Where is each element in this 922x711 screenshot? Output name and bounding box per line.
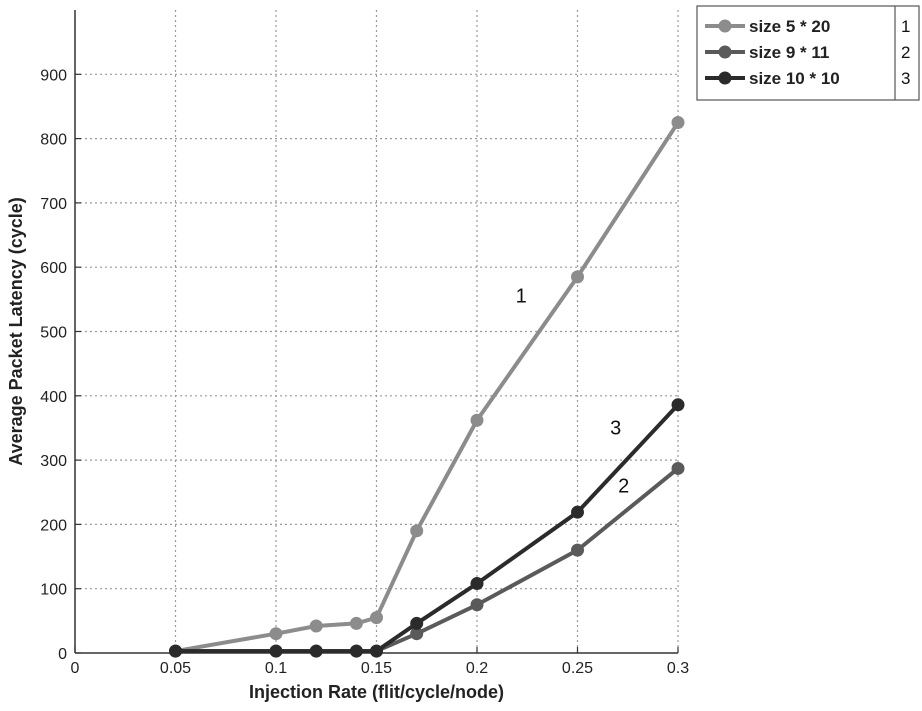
- y-tick-label: 400: [40, 389, 67, 406]
- y-tick-label: 600: [40, 260, 67, 277]
- legend-label: size 9 * 11: [749, 43, 829, 62]
- legend-label: size 5 * 20: [749, 17, 830, 36]
- series-layer: [169, 116, 685, 658]
- x-tick-label: 0.25: [562, 660, 593, 677]
- series-1: [169, 116, 685, 658]
- y-tick-label: 200: [40, 517, 67, 534]
- data-point: [309, 644, 323, 658]
- data-point: [671, 116, 685, 130]
- legend-swatch-marker: [718, 71, 732, 85]
- legend-tag: 3: [901, 69, 910, 88]
- legend-label: size 10 * 10: [749, 69, 840, 88]
- series-2: [169, 461, 685, 658]
- x-tick-label: 0.05: [160, 660, 191, 677]
- y-axis-title: Average Packet Latency (cycle): [6, 197, 26, 465]
- y-tick-label: 900: [40, 67, 67, 84]
- legend-swatch-marker: [718, 45, 732, 59]
- data-point: [410, 616, 424, 630]
- legend-tag: 1: [901, 17, 910, 36]
- series-3: [169, 398, 685, 658]
- y-tick-label: 500: [40, 325, 67, 342]
- data-point: [470, 598, 484, 612]
- x-tick-label: 0.2: [466, 660, 488, 677]
- legend-tag: 2: [901, 43, 910, 62]
- series-annotation: 1: [516, 286, 527, 308]
- x-tick-label: 0.1: [265, 660, 287, 677]
- axes: 0 0.05 0.1 0.15 0.2 0.25 0.3 0 100 200 300 400 500 60…: [40, 10, 689, 677]
- data-point: [671, 398, 685, 412]
- x-axis-title: Injection Rate (flit/cycle/node): [249, 682, 504, 702]
- y-tick-label: 0: [58, 646, 67, 663]
- legend-swatch-marker: [718, 19, 732, 33]
- legend-item: size 10 * 10 3: [705, 69, 910, 88]
- data-point: [349, 616, 363, 630]
- legend-item: size 9 * 11 2: [705, 43, 910, 62]
- series-annotations: 1 3 2: [516, 286, 630, 498]
- x-tick-label: 0: [71, 660, 80, 677]
- x-tick-label: 0.15: [361, 660, 392, 677]
- grid: [75, 10, 679, 653]
- data-point: [269, 644, 283, 658]
- legend-item: size 5 * 20 1: [705, 17, 910, 36]
- y-tick-label: 700: [40, 196, 67, 213]
- data-point: [169, 644, 182, 658]
- data-point: [571, 270, 584, 284]
- x-tick-label: 0.3: [667, 660, 689, 677]
- y-tick-label: 300: [40, 453, 67, 470]
- data-point: [410, 524, 424, 538]
- data-point: [470, 413, 484, 427]
- data-point: [309, 619, 323, 633]
- series-annotation: 2: [618, 475, 629, 497]
- data-point: [671, 461, 685, 475]
- series-annotation: 3: [610, 417, 621, 439]
- data-point: [410, 627, 424, 641]
- data-point: [571, 505, 584, 519]
- data-point: [349, 644, 363, 658]
- legend: size 5 * 20 1 size 9 * 11 2 size 10 * 10 3: [696, 5, 920, 101]
- y-tick-label: 100: [40, 582, 67, 599]
- series-line: [175, 466, 680, 654]
- series-line: [175, 121, 680, 654]
- data-point: [269, 627, 283, 641]
- y-tick-label: 800: [40, 132, 67, 149]
- data-point: [370, 644, 383, 658]
- data-point: [470, 577, 484, 591]
- data-point: [571, 543, 584, 557]
- data-point: [370, 611, 383, 625]
